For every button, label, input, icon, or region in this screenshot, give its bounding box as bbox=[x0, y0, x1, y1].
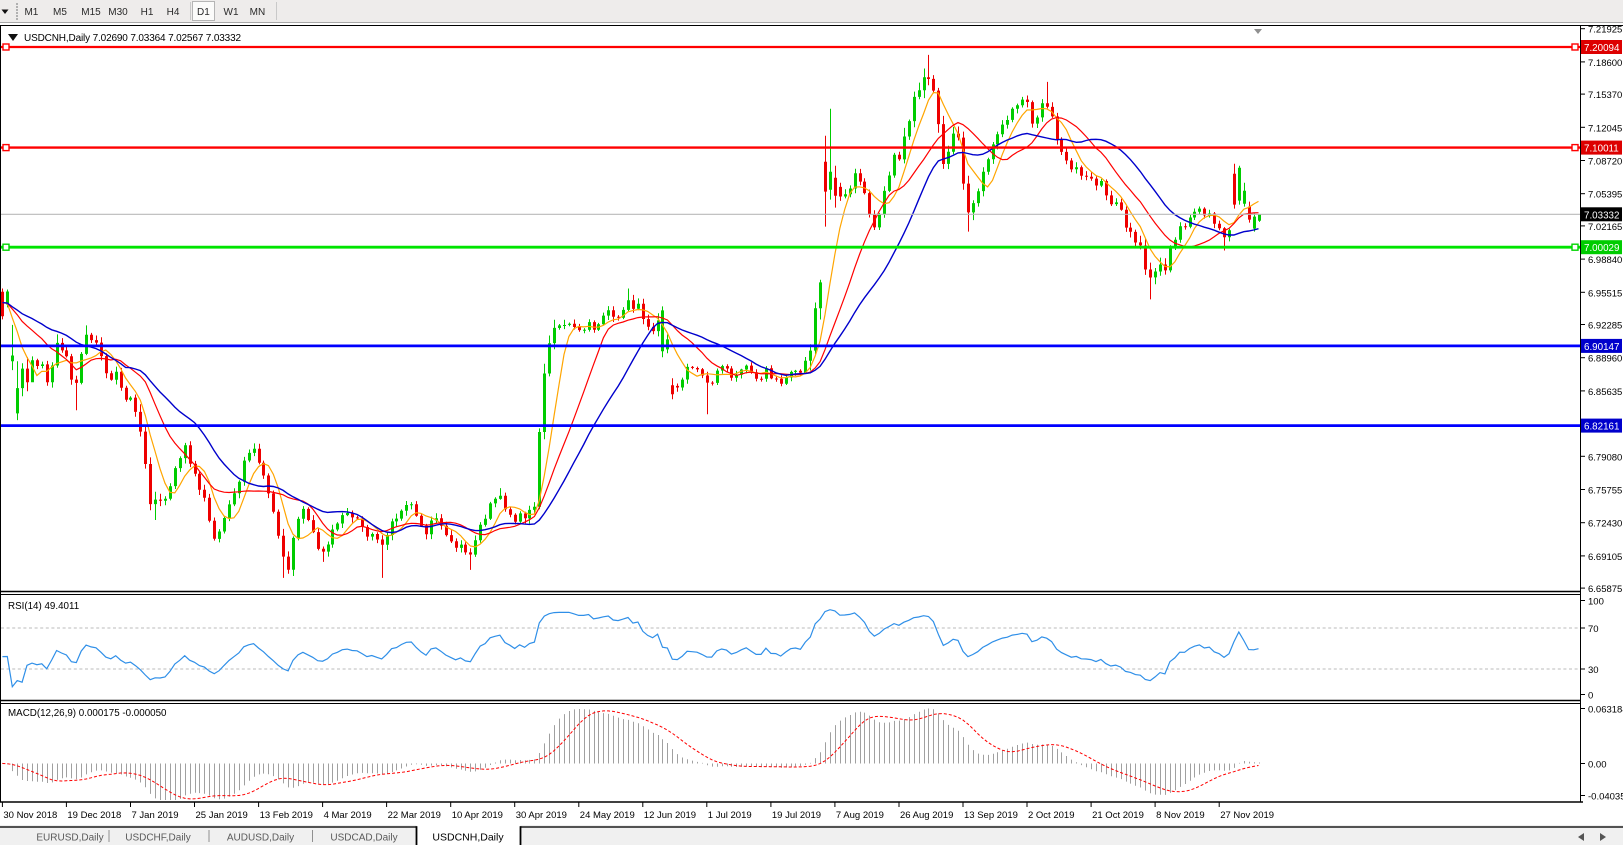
svg-text:7.12045: 7.12045 bbox=[1588, 123, 1622, 134]
svg-text:4 Mar 2019: 4 Mar 2019 bbox=[324, 810, 372, 821]
svg-text:7.21925: 7.21925 bbox=[1588, 25, 1622, 36]
svg-text:6.95515: 6.95515 bbox=[1588, 288, 1622, 299]
svg-text:2 Oct 2019: 2 Oct 2019 bbox=[1028, 810, 1074, 821]
svg-text:7.10011: 7.10011 bbox=[1584, 144, 1619, 155]
svg-text:USDCAD,Daily: USDCAD,Daily bbox=[330, 833, 397, 844]
svg-text:24 May 2019: 24 May 2019 bbox=[580, 810, 635, 821]
svg-text:12 Jun 2019: 12 Jun 2019 bbox=[644, 810, 696, 821]
svg-text:6.69105: 6.69105 bbox=[1588, 552, 1622, 563]
svg-text:6.65875: 6.65875 bbox=[1588, 584, 1622, 595]
svg-text:30 Nov 2018: 30 Nov 2018 bbox=[3, 810, 57, 821]
svg-text:6.98840: 6.98840 bbox=[1588, 255, 1622, 266]
svg-text:USDCNH,Daily 7.02690 7.03364: USDCNH,Daily 7.02690 7.03364 7.02567 7.0… bbox=[24, 33, 241, 44]
svg-text:H1: H1 bbox=[141, 7, 154, 18]
svg-text:0.063184: 0.063184 bbox=[1588, 705, 1623, 716]
svg-text:MN: MN bbox=[250, 7, 266, 18]
svg-text:0.00: 0.00 bbox=[1588, 760, 1607, 771]
svg-text:H4: H4 bbox=[167, 7, 180, 18]
svg-text:W1: W1 bbox=[224, 7, 239, 18]
svg-text:22 Mar 2019: 22 Mar 2019 bbox=[388, 810, 441, 821]
svg-text:M5: M5 bbox=[53, 7, 67, 18]
svg-text:6.85635: 6.85635 bbox=[1588, 387, 1622, 398]
svg-text:7 Jan 2019: 7 Jan 2019 bbox=[132, 810, 179, 821]
svg-text:0: 0 bbox=[1588, 691, 1593, 702]
svg-text:6.82161: 6.82161 bbox=[1584, 422, 1619, 433]
svg-text:USDCNH,Daily: USDCNH,Daily bbox=[432, 832, 504, 844]
svg-text:27 Nov 2019: 27 Nov 2019 bbox=[1220, 810, 1274, 821]
svg-text:10 Apr 2019: 10 Apr 2019 bbox=[452, 810, 503, 821]
svg-text:D1: D1 bbox=[197, 7, 210, 18]
svg-text:M15: M15 bbox=[81, 7, 101, 18]
svg-text:6.79080: 6.79080 bbox=[1588, 452, 1622, 463]
svg-text:70: 70 bbox=[1588, 624, 1599, 635]
svg-text:EURUSD,Daily: EURUSD,Daily bbox=[36, 833, 103, 844]
svg-text:6.90147: 6.90147 bbox=[1584, 342, 1619, 353]
svg-text:7 Aug 2019: 7 Aug 2019 bbox=[836, 810, 884, 821]
svg-text:30 Apr 2019: 30 Apr 2019 bbox=[516, 810, 567, 821]
svg-text:6.92285: 6.92285 bbox=[1588, 321, 1622, 332]
svg-text:6.75755: 6.75755 bbox=[1588, 486, 1622, 497]
svg-text:7.02165: 7.02165 bbox=[1588, 222, 1622, 233]
svg-text:7.03332: 7.03332 bbox=[1584, 210, 1619, 221]
svg-text:13 Feb 2019: 13 Feb 2019 bbox=[260, 810, 313, 821]
svg-text:13 Sep 2019: 13 Sep 2019 bbox=[964, 810, 1018, 821]
svg-text:MACD(12,26,9) 0.000175 -0.0000: MACD(12,26,9) 0.000175 -0.000050 bbox=[8, 708, 167, 719]
svg-text:M1: M1 bbox=[24, 7, 38, 18]
svg-text:M30: M30 bbox=[108, 7, 128, 18]
svg-text:AUDUSD,Daily: AUDUSD,Daily bbox=[227, 833, 294, 844]
svg-text:USDCHF,Daily: USDCHF,Daily bbox=[125, 833, 191, 844]
svg-text:-0.0403550: -0.0403550 bbox=[1588, 792, 1623, 803]
svg-text:7.15370: 7.15370 bbox=[1588, 90, 1622, 101]
svg-text:1 Jul 2019: 1 Jul 2019 bbox=[708, 810, 752, 821]
svg-text:7.08720: 7.08720 bbox=[1588, 157, 1622, 168]
svg-text:100: 100 bbox=[1588, 597, 1604, 608]
svg-text:RSI(14) 49.4011: RSI(14) 49.4011 bbox=[8, 601, 79, 612]
svg-text:19 Jul 2019: 19 Jul 2019 bbox=[772, 810, 821, 821]
svg-text:7.05395: 7.05395 bbox=[1588, 190, 1622, 201]
svg-text:6.88960: 6.88960 bbox=[1588, 354, 1622, 365]
svg-text:30: 30 bbox=[1588, 665, 1599, 676]
svg-text:25 Jan 2019: 25 Jan 2019 bbox=[196, 810, 248, 821]
svg-text:7.18600: 7.18600 bbox=[1588, 58, 1622, 69]
svg-text:26 Aug 2019: 26 Aug 2019 bbox=[900, 810, 953, 821]
svg-text:19 Dec 2018: 19 Dec 2018 bbox=[67, 810, 121, 821]
svg-text:7.20094: 7.20094 bbox=[1584, 43, 1620, 54]
svg-text:6.72430: 6.72430 bbox=[1588, 519, 1622, 530]
svg-text:21 Oct 2019: 21 Oct 2019 bbox=[1092, 810, 1144, 821]
svg-text:8 Nov 2019: 8 Nov 2019 bbox=[1156, 810, 1205, 821]
svg-text:7.00029: 7.00029 bbox=[1584, 243, 1619, 254]
